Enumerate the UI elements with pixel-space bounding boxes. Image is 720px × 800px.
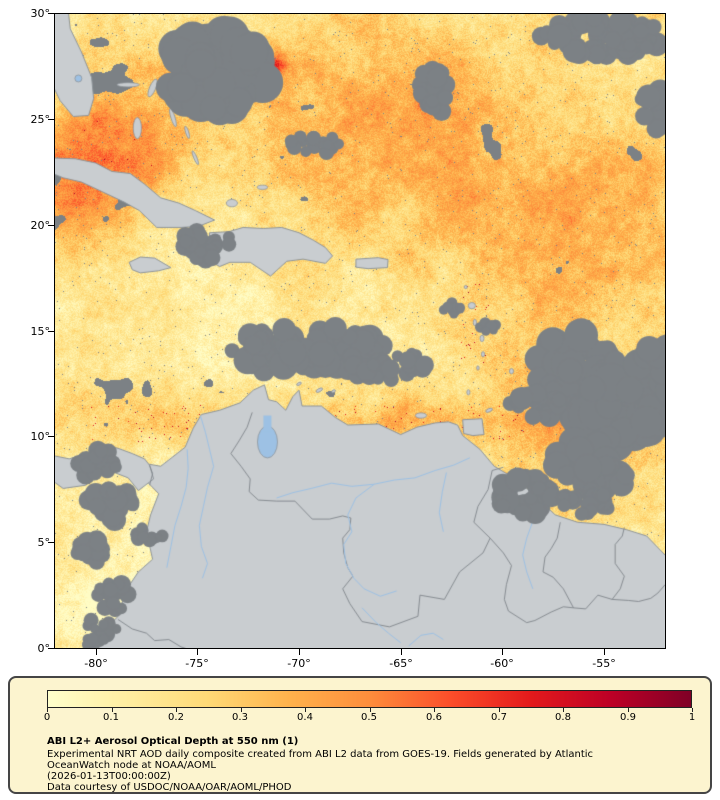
lat-tick <box>48 648 54 649</box>
colorbar-tick-label: 0.6 <box>426 712 442 723</box>
lon-tick-label: -65° <box>389 657 413 670</box>
lat-tick-label: 30° <box>30 7 51 20</box>
aod-map-canvas <box>55 14 665 648</box>
colorbar-tick <box>305 708 306 712</box>
colorbar-tick-label: 0 <box>43 712 51 723</box>
colorbar <box>47 690 692 708</box>
legend-panel: 0 0.1 0.2 0.3 0.4 0.5 0.6 0.7 0.8 0.9 1 … <box>8 676 712 794</box>
lat-tick <box>48 119 54 120</box>
lat-tick-label: 5° <box>37 536 51 549</box>
colorbar-tick <box>47 708 48 712</box>
lon-tick <box>604 649 605 655</box>
lon-tick-label: -80° <box>84 657 108 670</box>
legend-timestamp: (2026-01-13T00:00:00Z) <box>47 771 171 782</box>
lat-tick-label: 25° <box>30 113 51 126</box>
lat-tick-label: 0° <box>37 642 51 655</box>
colorbar-tick-label: 0.3 <box>232 712 248 723</box>
colorbar-tick <box>176 708 177 712</box>
legend-credit: Data courtesy of USDOC/NOAA/OAR/AOML/PHO… <box>47 782 292 793</box>
colorbar-tick <box>498 708 500 712</box>
colorbar-tick <box>627 708 629 712</box>
colorbar-tick <box>563 708 564 712</box>
colorbar-tick-label: 0.2 <box>168 712 184 723</box>
lat-tick <box>48 13 54 14</box>
colorbar-tick-label: 0.5 <box>361 712 377 723</box>
lat-tick <box>48 436 54 437</box>
colorbar-tick <box>111 708 113 712</box>
colorbar-tick-label: 0.8 <box>555 712 571 723</box>
map-frame <box>54 13 666 649</box>
colorbar-tick-label: 0.7 <box>491 712 507 723</box>
lon-tick-label: -70° <box>287 657 311 670</box>
lat-tick <box>48 542 54 543</box>
colorbar-tick-label: 1 <box>688 712 696 723</box>
lon-tick <box>299 649 300 655</box>
legend-title: ABI L2+ Aerosol Optical Depth at 550 nm … <box>47 736 299 747</box>
colorbar-tick <box>369 708 371 712</box>
lon-tick <box>401 649 402 655</box>
lon-tick-label: -75° <box>185 657 209 670</box>
lon-tick-label: -55° <box>592 657 616 670</box>
legend-description-line2: OceanWatch node at NOAA/AOML <box>47 760 216 771</box>
lat-tick-label: 20° <box>30 219 51 232</box>
lat-tick-label: 10° <box>30 430 51 443</box>
colorbar-tick <box>692 708 693 712</box>
colorbar-tick-label: 0.4 <box>297 712 313 723</box>
colorbar-tick-label: 0.9 <box>620 712 636 723</box>
colorbar-tick <box>240 708 242 712</box>
lat-tick-label: 15° <box>30 325 51 338</box>
colorbar-tick-label: 0.1 <box>103 712 119 723</box>
lat-tick <box>48 331 54 332</box>
colorbar-tick <box>434 708 435 712</box>
lat-tick <box>48 225 54 226</box>
lon-tick <box>96 649 97 655</box>
lon-tick-label: -60° <box>490 657 514 670</box>
lon-tick <box>502 649 503 655</box>
legend-description-line1: Experimental NRT AOD daily composite cre… <box>47 749 594 760</box>
lon-tick <box>197 649 198 655</box>
